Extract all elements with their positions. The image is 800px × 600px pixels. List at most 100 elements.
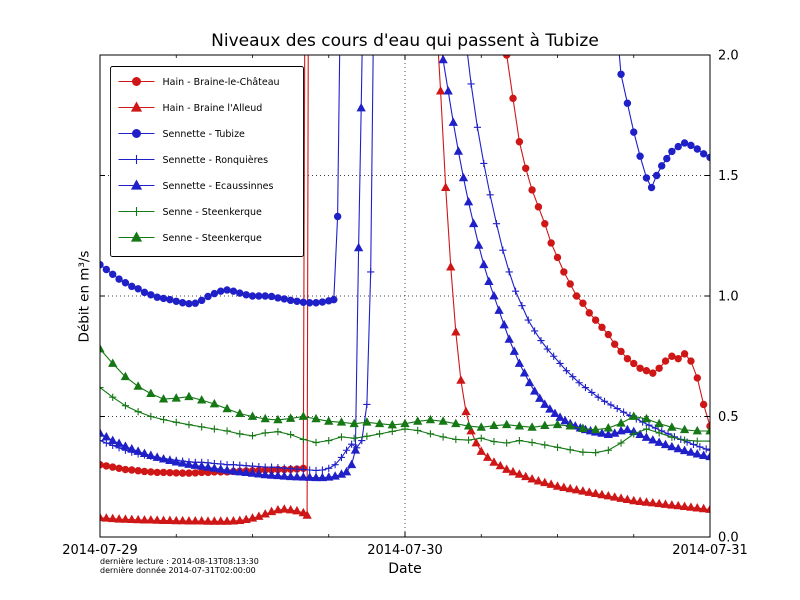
circle-marker <box>210 289 219 298</box>
triangle-marker <box>667 500 677 509</box>
circle-marker <box>159 468 168 477</box>
triangle-marker <box>622 494 633 504</box>
triangle-marker <box>305 472 315 481</box>
triangle-marker <box>203 516 213 525</box>
triangle-marker <box>171 457 181 466</box>
triangle-marker <box>139 515 150 524</box>
plus-marker <box>350 434 358 442</box>
circle-marker <box>132 129 141 138</box>
triangle-marker <box>441 182 451 191</box>
plus-marker <box>358 437 366 445</box>
triangle-marker <box>468 218 479 228</box>
footer-annotations: dernière lecture : 2014-08-13T08:13:30 d… <box>100 557 259 575</box>
plus-marker <box>467 80 475 88</box>
circle-marker <box>261 292 269 300</box>
triangle-marker <box>603 490 613 500</box>
legend-entry: Hain - Braine l'Alleud <box>118 101 262 114</box>
triangle-marker <box>362 417 372 426</box>
plus-marker <box>630 430 638 438</box>
triangle-marker <box>443 86 453 95</box>
plus-marker <box>185 421 193 429</box>
legend-entry: Sennette - Tubize <box>118 129 245 140</box>
circle-marker <box>509 94 517 103</box>
triangle-marker <box>273 504 283 514</box>
circle-marker <box>280 295 288 303</box>
triangle-marker <box>298 411 308 420</box>
plus-marker <box>121 402 130 410</box>
plus-marker <box>477 434 485 442</box>
legend-label: Senne - Steenkerque <box>163 233 262 244</box>
triangle-marker <box>641 413 652 423</box>
triangle-marker <box>273 470 283 480</box>
triangle-marker <box>519 368 530 377</box>
circle-marker <box>642 367 651 375</box>
circle-marker <box>668 147 676 156</box>
series-1-hain-braine-l-alleud <box>100 55 710 525</box>
plus-marker <box>515 437 523 445</box>
triangle-marker <box>171 393 181 402</box>
triangle-marker <box>514 358 525 367</box>
circle-marker <box>132 77 141 86</box>
plus-marker <box>492 220 501 228</box>
triangle-marker <box>590 424 601 434</box>
circle-marker <box>102 462 111 470</box>
plus-marker <box>293 465 301 473</box>
triangle-marker <box>114 438 124 447</box>
plus-marker <box>337 453 346 462</box>
plus-marker <box>452 435 460 443</box>
plus-marker <box>537 336 545 345</box>
x-axis-label: Date <box>388 561 422 577</box>
triangle-marker <box>679 445 690 455</box>
triangle-marker <box>692 425 702 435</box>
circle-marker <box>274 294 282 302</box>
triangle-marker <box>130 179 143 190</box>
plus-marker <box>267 463 276 471</box>
circle-marker <box>223 286 231 294</box>
plus-marker <box>499 246 507 254</box>
triangle-marker <box>629 495 639 505</box>
triangle-marker <box>425 414 436 424</box>
legend-entry: Sennette - Ecaussinnes <box>118 179 274 192</box>
triangle-marker <box>616 418 626 427</box>
plus-marker <box>172 418 180 426</box>
triangle-marker <box>660 499 671 508</box>
triangle-marker <box>130 231 143 242</box>
plus-marker <box>511 287 520 295</box>
plus-marker <box>261 429 269 437</box>
triangle-marker <box>266 470 277 479</box>
circle-marker <box>191 299 200 307</box>
circle-marker <box>572 292 581 300</box>
circle-marker <box>134 467 142 475</box>
triangle-marker <box>654 437 664 446</box>
circle-marker <box>617 70 625 78</box>
plus-marker <box>550 352 558 360</box>
triangle-marker <box>616 493 626 502</box>
triangle-marker <box>350 445 361 454</box>
triangle-marker <box>177 515 188 525</box>
triangle-marker <box>133 446 143 455</box>
triangle-marker <box>413 416 423 425</box>
triangle-marker <box>228 466 239 475</box>
circle-marker <box>102 265 111 274</box>
plus-marker <box>236 430 244 438</box>
triangle-marker <box>302 510 312 519</box>
plus-marker <box>706 446 710 454</box>
triangle-marker <box>184 459 194 468</box>
triangle-marker <box>489 420 499 430</box>
circle-marker <box>680 350 689 358</box>
triangle-marker <box>540 477 550 487</box>
triangle-marker <box>146 450 156 459</box>
circle-marker <box>147 468 155 476</box>
triangle-marker <box>158 454 169 463</box>
triangle-marker <box>228 516 239 525</box>
circle-marker <box>134 285 142 293</box>
plus-marker <box>473 123 482 131</box>
triangle-marker <box>341 466 352 476</box>
legend-label: Senne - Steenkerque <box>163 207 262 218</box>
plus-marker <box>132 155 141 164</box>
plus-marker <box>655 429 663 437</box>
circle-marker <box>680 139 689 147</box>
circle-marker <box>623 99 632 107</box>
chart-title: Niveaux des cours d'eau qui passent à Tu… <box>211 31 599 51</box>
